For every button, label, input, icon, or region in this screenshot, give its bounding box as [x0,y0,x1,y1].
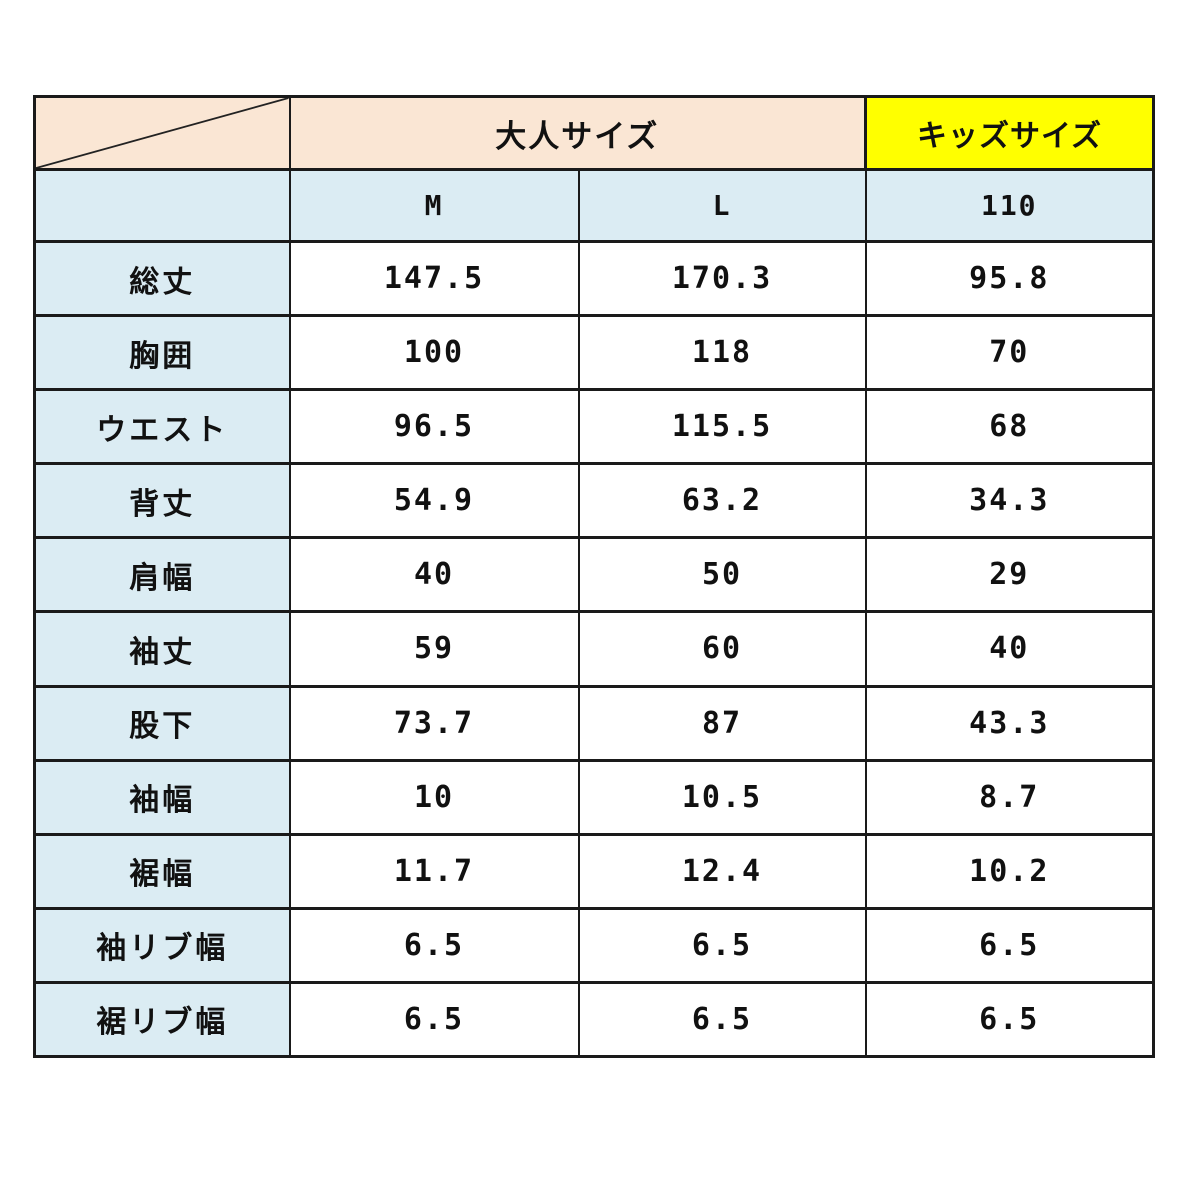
table-row: 裾幅 11.7 12.4 10.2 [33,832,1155,910]
table-row: ウエスト 96.5 115.5 68 [33,388,1155,466]
value-cell: 43.3 [864,684,1155,762]
value-cell: 29 [864,536,1155,614]
corner-diagonal-cell [33,94,291,172]
value-cell: 170.3 [577,240,867,318]
table-row: 袖リブ幅 6.5 6.5 6.5 [33,906,1155,984]
group-header-row: 大人サイズ キッズサイズ [33,94,1156,172]
table-row: 肩幅 40 50 29 [33,536,1155,614]
value-cell: 63.2 [577,462,867,540]
table-row: 袖幅 10 10.5 8.7 [33,758,1155,836]
size-chart: 大人サイズ キッズサイズ M L 110 総丈 147.5 170.3 95.8… [33,94,1156,1059]
row-label: 股下 [33,684,291,762]
table-row: 胸囲 100 118 70 [33,314,1155,392]
table-row: 背丈 54.9 63.2 34.3 [33,462,1155,540]
kids-size-group-header: キッズサイズ [864,94,1156,172]
value-cell: 147.5 [288,240,580,318]
table-row: 股下 73.7 87 43.3 [33,684,1155,762]
value-cell: 11.7 [288,832,580,910]
value-cell: 60 [577,610,867,688]
value-cell: 118 [577,314,867,392]
column-header-l: L [577,168,867,244]
value-cell: 34.3 [864,462,1155,540]
row-label: 肩幅 [33,536,291,614]
value-cell: 68 [864,388,1155,466]
row-label: 裾幅 [33,832,291,910]
value-cell: 70 [864,314,1155,392]
table-row: 総丈 147.5 170.3 95.8 [33,240,1155,318]
value-cell: 12.4 [577,832,867,910]
row-label: 袖幅 [33,758,291,836]
value-cell: 8.7 [864,758,1155,836]
value-cell: 6.5 [577,906,867,984]
value-cell: 6.5 [288,906,580,984]
value-cell: 40 [864,610,1155,688]
table-row: 裾リブ幅 6.5 6.5 6.5 [33,980,1155,1059]
column-header-110: 110 [864,168,1155,244]
value-cell: 96.5 [288,388,580,466]
column-header-m: M [288,168,580,244]
table-row: 袖丈 59 60 40 [33,610,1155,688]
value-cell: 54.9 [288,462,580,540]
value-cell: 10 [288,758,580,836]
value-cell: 40 [288,536,580,614]
value-cell: 87 [577,684,867,762]
value-cell: 115.5 [577,388,867,466]
row-label: ウエスト [33,388,291,466]
value-cell: 95.8 [864,240,1155,318]
size-header-row: M L 110 [33,168,1155,244]
value-cell: 6.5 [577,980,867,1059]
value-cell: 10.5 [577,758,867,836]
value-cell: 6.5 [864,906,1155,984]
value-cell: 6.5 [864,980,1155,1059]
value-cell: 10.2 [864,832,1155,910]
diagonal-line-icon [36,98,289,168]
adult-size-group-header: 大人サイズ [288,94,867,172]
row-label: 背丈 [33,462,291,540]
value-cell: 100 [288,314,580,392]
row-label: 袖丈 [33,610,291,688]
value-cell: 59 [288,610,580,688]
size-chart-table: 大人サイズ キッズサイズ M L 110 総丈 147.5 170.3 95.8… [33,94,1156,1059]
value-cell: 73.7 [288,684,580,762]
row-label: 胸囲 [33,314,291,392]
row-label: 袖リブ幅 [33,906,291,984]
row-label: 裾リブ幅 [33,980,291,1059]
value-cell: 50 [577,536,867,614]
row-label: 総丈 [33,240,291,318]
size-header-empty-cell [33,168,291,244]
value-cell: 6.5 [288,980,580,1059]
